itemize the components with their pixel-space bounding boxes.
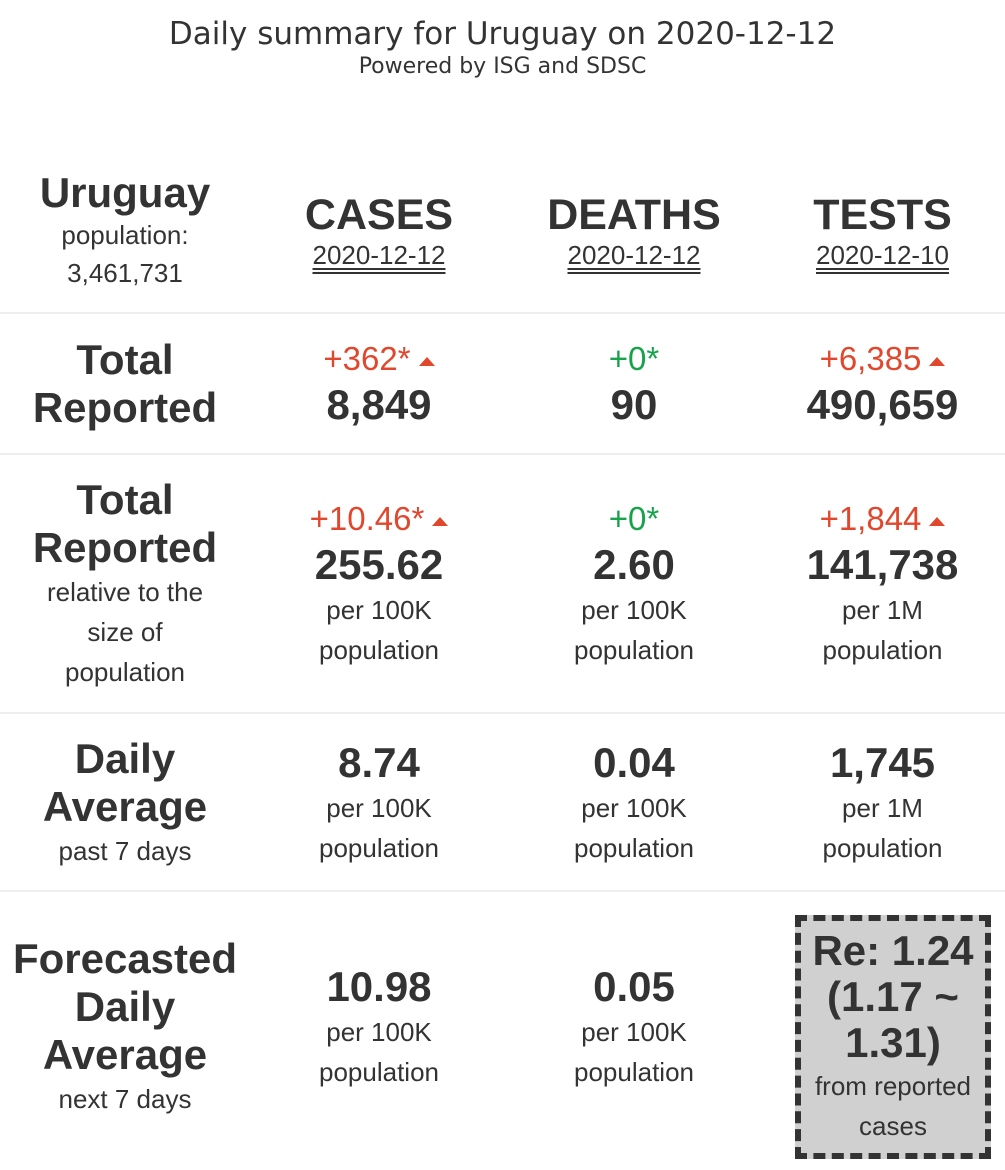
re-interval-start: (1.17 ~ <box>827 973 959 1020</box>
relative-row: Total Reported relative to the size of p… <box>0 453 1005 713</box>
deaths-heading: DEATHS <box>547 191 721 239</box>
deaths-date: 2020-12-12 <box>567 240 701 270</box>
cases-column-header: CASES 2020-12-12 <box>250 150 508 312</box>
unit-line: per 100K <box>581 1017 687 1047</box>
unit-line: per 100K <box>326 595 432 625</box>
row-label-line: Daily <box>74 734 176 782</box>
deaths-column-header: DEATHS 2020-12-12 <box>508 150 760 312</box>
cases-forecast-value: 10.98 <box>326 963 432 1010</box>
unit-line: population <box>319 832 439 863</box>
row-sublabel-line: size of <box>87 617 163 647</box>
unit-line: per 1M <box>842 792 923 823</box>
tests-relative-value: 141,738 <box>806 541 959 588</box>
cases-heading: CASES <box>304 191 454 239</box>
page-title: Daily summary for Uruguay on 2020-12-12 <box>168 16 837 52</box>
deaths-daily-value: 0.04 <box>593 738 675 786</box>
relative-label: Total Reported relative to the size of p… <box>0 455 250 713</box>
population-value: 3,461,731 <box>67 258 183 288</box>
re-interval-end: 1.31) <box>845 1019 941 1066</box>
tests-date: 2020-12-10 <box>816 240 949 270</box>
deaths-forecast-value: 0.05 <box>593 963 675 1010</box>
deaths-total-value: 90 <box>610 381 658 428</box>
increase-arrow-icon <box>432 516 449 526</box>
unit-line: per 1M <box>842 595 923 625</box>
tests-daily-cell: 1,745 per 1M population <box>760 714 1005 891</box>
deaths-relative-delta: +0* <box>609 498 659 540</box>
row-sublabel-line: past 7 days <box>58 835 192 866</box>
country-cell: Uruguay population: 3,461,731 <box>0 150 250 312</box>
tests-column-header: TESTS 2020-12-10 <box>760 150 1005 312</box>
tests-total-cell: +6,385 490,659 <box>760 314 1005 454</box>
cases-date: 2020-12-12 <box>312 240 446 270</box>
deaths-forecast-cell: 0.05 per 100K population <box>508 892 760 1162</box>
increase-arrow-icon <box>929 356 946 366</box>
deaths-total-delta: +0* <box>609 338 659 380</box>
deaths-relative-cell: +0* 2.60 per 100K population <box>508 455 760 713</box>
row-label-line: Average <box>42 782 208 830</box>
delta-text: +362* <box>323 340 411 377</box>
cases-total-cell: +362* 8,849 <box>250 314 508 454</box>
cases-daily-value: 8.74 <box>338 738 420 786</box>
unit-line: per 100K <box>581 792 687 823</box>
population-label: population: <box>61 220 189 250</box>
unit-line: per 100K <box>326 1017 432 1047</box>
daily-average-row: Daily Average past 7 days 8.74 per 100K … <box>0 712 1005 891</box>
row-label-line: Average <box>42 1031 208 1078</box>
cases-forecast-cell: 10.98 per 100K population <box>250 892 508 1162</box>
unit-line: per 100K <box>581 595 687 625</box>
tests-daily-value: 1,745 <box>829 738 936 786</box>
row-label-line: Reported <box>32 384 218 431</box>
tests-total-value: 490,659 <box>806 381 959 428</box>
reproduction-number-box: Re: 1.24 (1.17 ~ 1.31) from reported cas… <box>795 915 991 1159</box>
delta-text: +0* <box>608 500 660 537</box>
tests-relative-delta: +1,844 <box>820 498 946 540</box>
row-label-line: Total <box>76 476 174 523</box>
tests-total-delta: +6,385 <box>820 338 946 380</box>
tests-relative-cell: +1,844 141,738 per 1M population <box>760 455 1005 713</box>
total-reported-row: Total Reported +362* 8,849 +0* 90 +6,385… <box>0 312 1005 454</box>
page-subtitle: Powered by ISG and SDSC <box>358 54 647 79</box>
unit-line: population <box>574 832 694 863</box>
delta-text: +1,844 <box>819 500 922 537</box>
increase-arrow-icon <box>929 516 946 526</box>
unit-line: population <box>574 1057 694 1087</box>
tests-heading: TESTS <box>813 191 952 239</box>
row-sublabel-line: population <box>65 657 185 687</box>
row-sublabel-line: relative to the <box>46 577 204 607</box>
unit-line: population <box>822 832 943 863</box>
cases-total-delta: +362* <box>323 338 435 380</box>
deaths-total-cell: +0* 90 <box>508 314 760 454</box>
increase-arrow-icon <box>418 356 435 366</box>
row-sublabel-line: next 7 days <box>58 1084 192 1114</box>
header-row: Uruguay population: 3,461,731 CASES 2020… <box>0 150 1005 312</box>
cases-relative-value: 255.62 <box>314 541 444 588</box>
delta-text: +10.46* <box>309 500 425 537</box>
cases-total-value: 8,849 <box>326 381 432 428</box>
unit-line: population <box>822 635 943 665</box>
forecast-label: Forecasted Daily Average next 7 days <box>10 892 240 1162</box>
unit-line: population <box>319 1057 439 1087</box>
forecast-row: Forecasted Daily Average next 7 days 10.… <box>0 890 1005 1162</box>
country-name: Uruguay <box>39 169 211 216</box>
re-source-line: cases <box>859 1111 927 1141</box>
unit-line: population <box>319 635 439 665</box>
row-label-line: Daily <box>74 983 176 1030</box>
unit-line: population <box>574 635 694 665</box>
unit-line: per 100K <box>326 792 432 823</box>
row-label-line: Total <box>76 336 174 383</box>
row-label-line: Reported <box>32 524 218 571</box>
cases-relative-cell: +10.46* 255.62 per 100K population <box>250 455 508 713</box>
cases-daily-cell: 8.74 per 100K population <box>250 714 508 891</box>
daily-average-label: Daily Average past 7 days <box>0 714 250 891</box>
deaths-daily-cell: 0.04 per 100K population <box>508 714 760 891</box>
row-label-line: Forecasted <box>12 935 238 982</box>
deaths-relative-value: 2.60 <box>593 541 675 588</box>
delta-text: +0* <box>608 340 660 377</box>
cases-relative-delta: +10.46* <box>310 498 449 540</box>
total-reported-label: Total Reported <box>0 314 250 454</box>
delta-text: +6,385 <box>819 340 922 377</box>
page-header: Daily summary for Uruguay on 2020-12-12 … <box>0 14 1005 80</box>
re-value: Re: 1.24 <box>812 927 974 974</box>
re-source-line: from reported <box>814 1071 972 1101</box>
